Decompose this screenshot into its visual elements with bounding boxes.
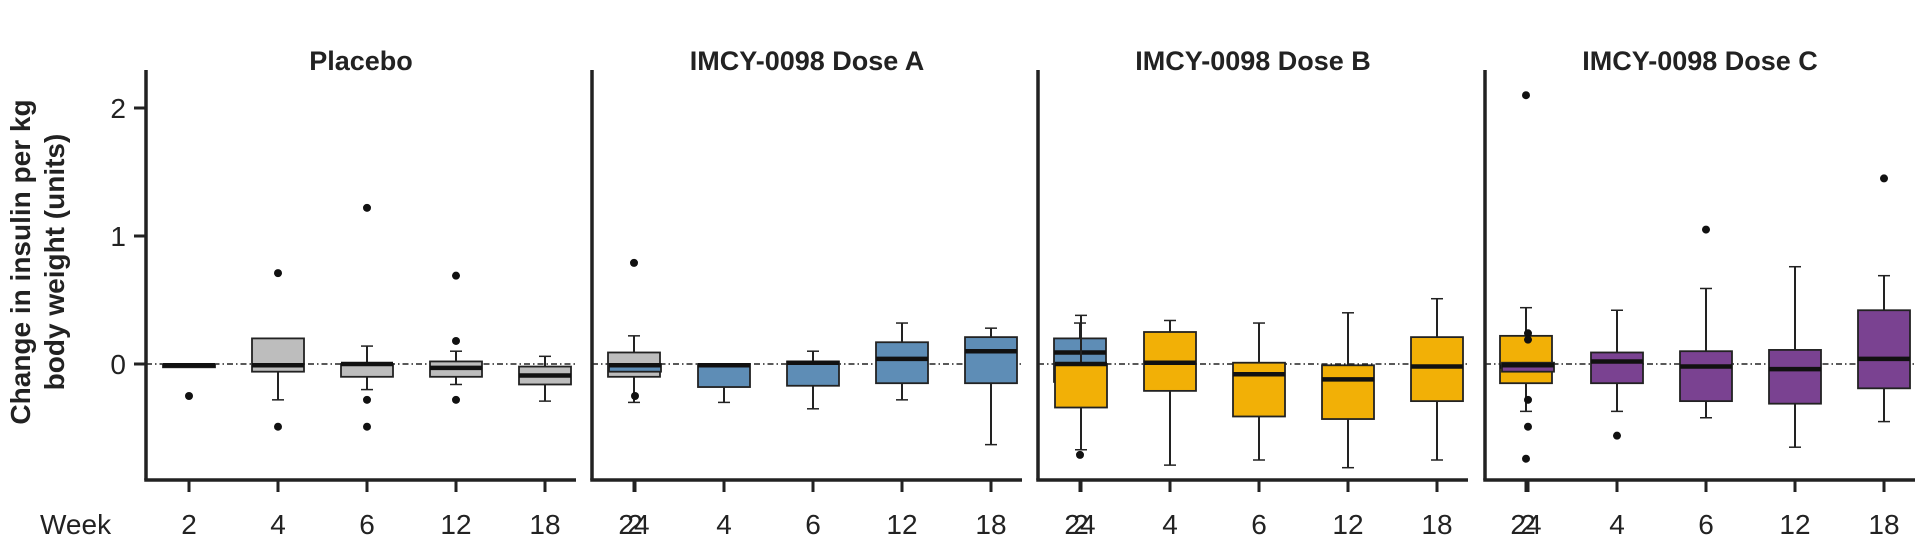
x-tick-label: 12 [1332, 509, 1363, 539]
box [1054, 363, 1108, 409]
x-axis-title: Week [40, 509, 112, 539]
outlier-point [363, 395, 371, 404]
box-week-2 [1501, 329, 1555, 431]
outlier-point [1613, 431, 1621, 440]
box-week-12 [1768, 265, 1822, 448]
box [1232, 361, 1286, 418]
y-tick-label: 1 [110, 221, 126, 252]
x-tick-label: 24 [1510, 509, 1541, 539]
box-week-6 [340, 203, 394, 431]
outlier-point [1702, 225, 1710, 234]
box-week-2 [1054, 314, 1108, 451]
box-week-24 [607, 258, 661, 404]
x-tick-label: 6 [1251, 509, 1267, 539]
y-axis-title-line2: body weight (units) [39, 134, 70, 391]
y-axis: 0 1 2 [110, 93, 146, 380]
outlier-point [1524, 329, 1532, 338]
box [1768, 349, 1822, 405]
y-axis-title: Change in insulin per kg body weight (un… [5, 99, 70, 424]
x-tick-label: 18 [1421, 509, 1452, 539]
box-week-4 [251, 269, 305, 431]
outlier-point [452, 271, 460, 280]
box-week-12 [875, 322, 929, 401]
outlier-point [363, 203, 371, 212]
panel-title: IMCY-0098 Dose C [1582, 46, 1818, 76]
panel-4: IMCY-0098 Dose C246121824 [1483, 46, 1915, 539]
x-tick-label: 24 [1064, 509, 1095, 539]
panel-title: IMCY-0098 Dose A [690, 46, 925, 76]
x-tick-label: 6 [359, 509, 375, 539]
x-tick-label: 2 [181, 509, 197, 539]
x-tick-label: 12 [1779, 509, 1810, 539]
box [875, 341, 929, 385]
outlier-point [1880, 174, 1888, 183]
y-tick-label: 0 [110, 349, 126, 380]
x-tick-label: 12 [440, 509, 471, 539]
box-week-6 [786, 350, 840, 410]
x-tick-label: 12 [886, 509, 917, 539]
outlier-point [631, 392, 639, 400]
outlier-point [1524, 395, 1532, 404]
box-week-4 [1143, 319, 1197, 466]
box [1410, 336, 1464, 403]
box-week-12 [1321, 312, 1375, 469]
box-week-6 [1679, 225, 1733, 419]
box-week-18 [1410, 297, 1464, 461]
panel-3: IMCY-0098 Dose B2 4 6 12 18 24 [1036, 46, 1553, 539]
x-tick-label: 18 [1868, 509, 1899, 539]
outlier-point [1522, 91, 1530, 100]
outlier-point [630, 258, 638, 267]
box [1679, 350, 1733, 403]
outlier-point [452, 336, 460, 345]
box-week-12 [429, 271, 483, 404]
x-tick-label: 4 [1609, 509, 1625, 539]
x-tick-label: 24 [618, 509, 649, 539]
box-week-4 [1590, 309, 1644, 440]
box-week-6 [1232, 322, 1286, 461]
box-week-24 [1499, 91, 1553, 463]
outlier-point [185, 392, 193, 400]
box [1590, 351, 1644, 385]
x-tick-label: 18 [529, 509, 560, 539]
x-tick-label: 6 [1698, 509, 1714, 539]
x-tick-label: 6 [805, 509, 821, 539]
outlier-point [1524, 335, 1532, 344]
outlier-point [274, 422, 282, 431]
y-axis-title-line1: Change in insulin per kg [5, 99, 36, 424]
box [1321, 364, 1375, 420]
box [786, 360, 840, 387]
x-tick-label: 4 [716, 509, 732, 539]
panel-title: IMCY-0098 Dose B [1135, 46, 1371, 76]
x-tick-label: 18 [975, 509, 1006, 539]
x-tick-label: 2 [1520, 509, 1536, 539]
box [1857, 309, 1911, 390]
box-week-18 [1857, 174, 1911, 423]
box-week-2 [608, 363, 662, 400]
outlier-point [452, 395, 460, 404]
box-week-2 [162, 363, 216, 400]
y-tick-label: 2 [110, 93, 126, 124]
outlier-point [1076, 450, 1084, 459]
outlier-point [363, 422, 371, 431]
panel-2: IMCY-0098 Dose A2 4 6 12 18 24 [590, 46, 1107, 539]
x-tick-label: 2 [627, 509, 643, 539]
outlier-point [1524, 422, 1532, 431]
box [964, 336, 1018, 385]
box-week-18 [964, 327, 1018, 446]
x-tick-label: 4 [270, 509, 286, 539]
box-week-4 [697, 363, 751, 404]
box-week-18 [518, 355, 572, 402]
outlier-point [1522, 454, 1530, 463]
panel-title: Placebo [309, 46, 413, 76]
x-tick-label: 2 [1073, 509, 1089, 539]
outlier-point [274, 269, 282, 278]
x-tick-label: 4 [1162, 509, 1178, 539]
